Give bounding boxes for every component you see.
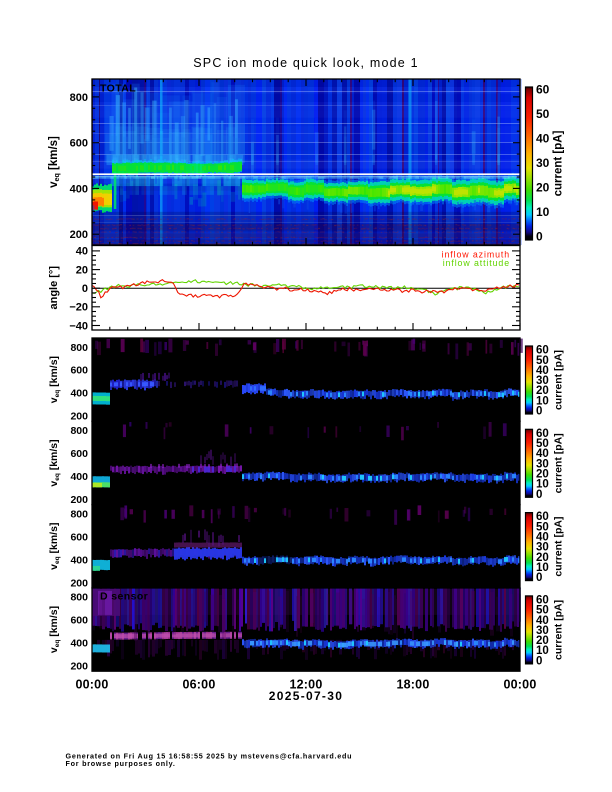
svg-text:−40: −40 [69,320,88,332]
svg-text:60: 60 [536,345,549,357]
svg-text:600: 600 [70,531,88,543]
svg-text:40: 40 [536,448,549,460]
svg-text:current [pA]: current [pA] [553,600,565,660]
svg-text:800: 800 [70,592,88,604]
svg-text:current [pA]: current [pA] [553,350,565,410]
svg-text:40: 40 [536,132,550,146]
svg-text:50: 50 [536,521,549,533]
svg-text:20: 20 [536,552,549,564]
svg-text:60: 60 [536,511,549,523]
svg-text:50: 50 [536,355,549,367]
svg-text:600: 600 [70,365,88,377]
svg-text:0: 0 [82,283,88,295]
svg-text:600: 600 [70,138,88,150]
svg-text:12:00: 12:00 [290,678,323,692]
svg-text:20: 20 [536,181,550,195]
svg-text:For browse purposes only.: For browse purposes only. [66,759,176,768]
svg-text:400: 400 [70,183,88,195]
svg-text:20: 20 [536,469,549,481]
svg-text:current [pA]: current [pA] [553,130,565,196]
svg-text:800: 800 [70,508,88,520]
svg-text:200: 200 [70,577,88,589]
svg-text:30: 30 [536,625,549,637]
svg-text:600: 600 [70,448,88,460]
svg-text:D sensor: D sensor [100,591,148,603]
svg-text:10: 10 [536,205,550,219]
svg-text:400: 400 [70,388,88,400]
svg-text:60: 60 [536,83,550,97]
svg-text:Generated on Fri Aug 15 16:58:: Generated on Fri Aug 15 16:58:55 2025 by… [66,752,353,761]
svg-text:200: 200 [70,411,88,423]
svg-text:50: 50 [536,438,549,450]
svg-text:400: 400 [70,554,88,566]
svg-text:50: 50 [536,605,549,617]
svg-text:200: 200 [70,661,88,673]
svg-text:40: 40 [536,615,549,627]
svg-text:0: 0 [536,655,542,667]
svg-text:30: 30 [536,542,549,554]
svg-text:18:00: 18:00 [397,678,430,692]
svg-text:current [pA]: current [pA] [553,517,565,577]
svg-text:30: 30 [536,375,549,387]
svg-text:400: 400 [70,471,88,483]
svg-text:20: 20 [536,635,549,647]
svg-text:angle [°]: angle [°] [48,266,60,310]
svg-text:0: 0 [536,406,542,418]
svg-text:10: 10 [536,395,549,407]
svg-text:200: 200 [70,494,88,506]
svg-text:veq [km/s]: veq [km/s] [48,606,61,653]
svg-text:30: 30 [536,156,550,170]
svg-text:60: 60 [536,595,549,607]
svg-text:40: 40 [536,365,549,377]
svg-text:50: 50 [536,107,550,121]
svg-text:0: 0 [536,489,542,501]
svg-text:current [pA]: current [pA] [553,433,565,493]
svg-text:800: 800 [70,92,88,104]
svg-text:00:00: 00:00 [76,678,109,692]
svg-text:60: 60 [536,428,549,440]
svg-text:30: 30 [536,458,549,470]
svg-text:800: 800 [70,425,88,437]
svg-text:600: 600 [70,615,88,627]
svg-text:0: 0 [536,572,542,584]
svg-text:20: 20 [536,385,549,397]
svg-text:inflow attitude: inflow attitude [443,258,510,268]
svg-text:10: 10 [536,562,549,574]
svg-text:00:00: 00:00 [504,678,537,692]
svg-text:TOTAL: TOTAL [100,83,136,95]
svg-text:10: 10 [536,645,549,657]
svg-text:0: 0 [536,230,543,244]
svg-text:−20: −20 [69,302,88,314]
svg-text:40: 40 [536,532,549,544]
svg-text:800: 800 [70,342,88,354]
svg-text:10: 10 [536,479,549,491]
svg-text:40: 40 [76,246,88,258]
svg-text:20: 20 [76,264,88,276]
svg-text:06:00: 06:00 [183,678,216,692]
svg-text:inflow azimuth: inflow azimuth [442,249,510,259]
svg-text:400: 400 [70,638,88,650]
svg-text:2025-07-30: 2025-07-30 [269,689,343,703]
svg-text:200: 200 [70,229,88,241]
svg-text:SPC ion mode quick look, mode: SPC ion mode quick look, mode 1 [193,56,419,70]
